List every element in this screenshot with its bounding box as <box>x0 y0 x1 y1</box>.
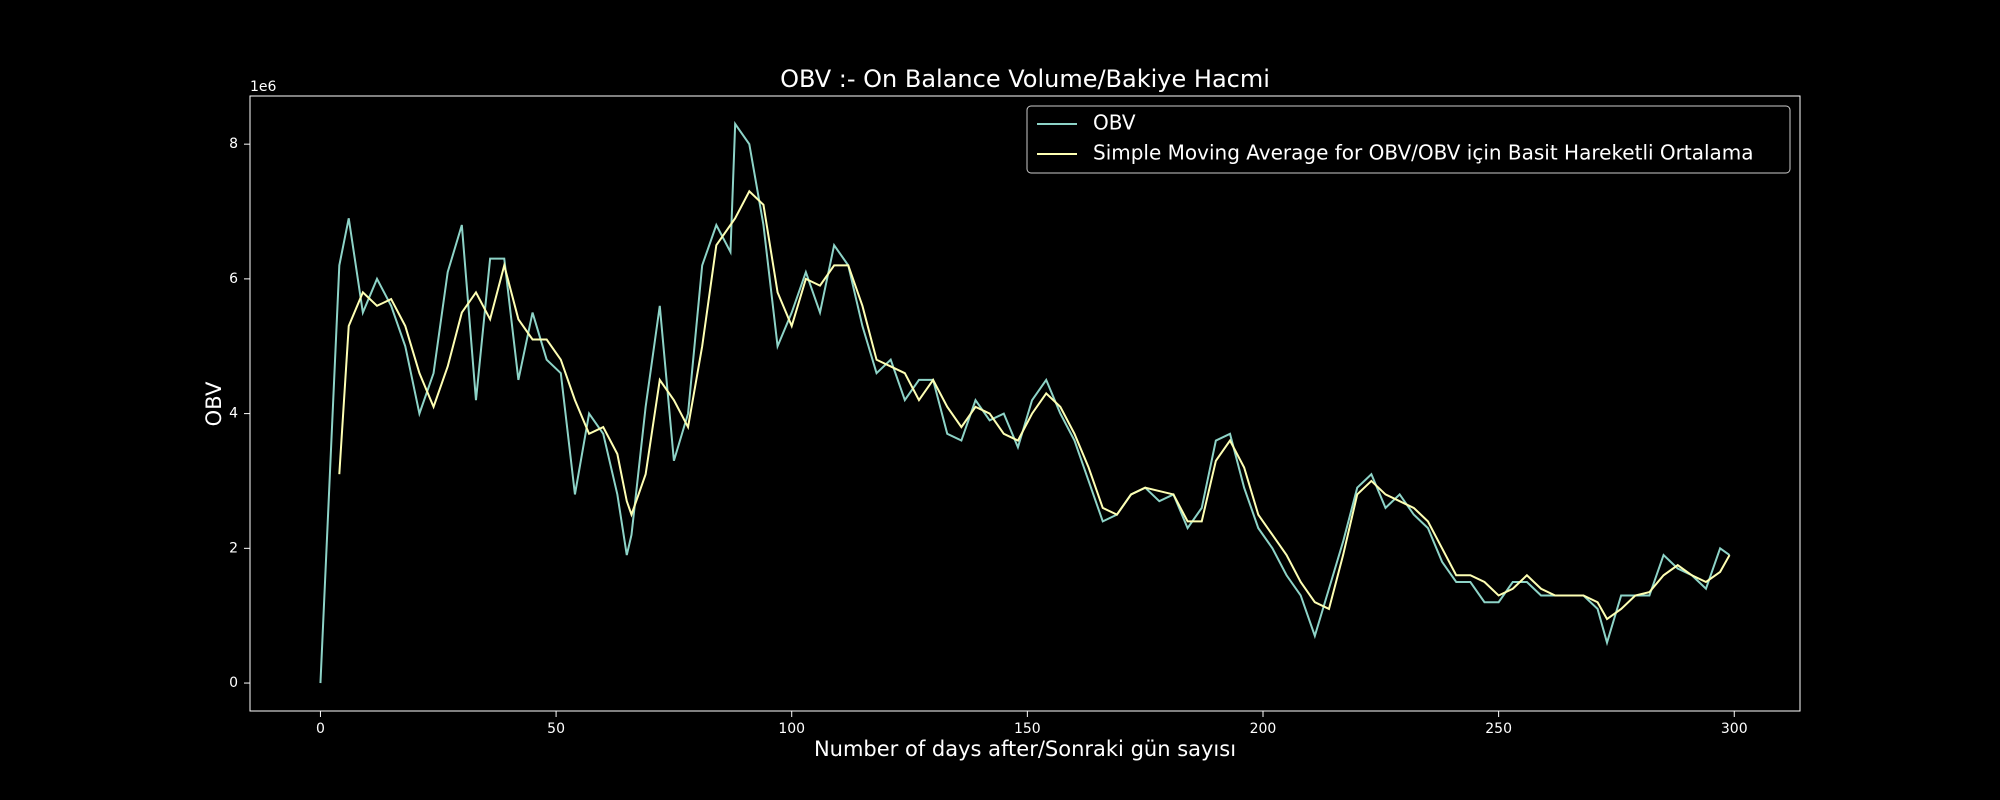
series-line <box>319 120 1731 684</box>
x-tick-label: 200 <box>1250 721 1277 737</box>
y-tick-label: 0 <box>229 675 238 691</box>
plot-frame <box>249 95 1801 712</box>
x-tick-label: 250 <box>1485 721 1512 737</box>
chart-title: OBV :- On Balance Volume/Bakiye Hacmi <box>780 65 1270 93</box>
x-tick-label: 150 <box>1014 721 1041 737</box>
y-tick-label: 4 <box>229 406 238 422</box>
x-tick-label: 100 <box>778 721 805 737</box>
legend-label: OBV <box>1093 111 1136 135</box>
y-offset-label: 1e6 <box>250 79 277 95</box>
y-tick-label: 2 <box>229 540 238 556</box>
y-tick-label: 8 <box>229 136 238 152</box>
legend-label: Simple Moving Average for OBV/OBV için B… <box>1093 141 1754 165</box>
x-tick-label: 300 <box>1721 721 1748 737</box>
y-tick-label: 6 <box>229 271 238 287</box>
x-axis-label: Number of days after/Sonraki gün sayısı <box>814 737 1236 761</box>
x-tick-label: 0 <box>316 721 325 737</box>
y-axis-label: OBV <box>202 381 226 426</box>
x-tick-label: 50 <box>547 721 565 737</box>
series-line <box>338 189 1731 621</box>
legend-box <box>1026 105 1791 174</box>
